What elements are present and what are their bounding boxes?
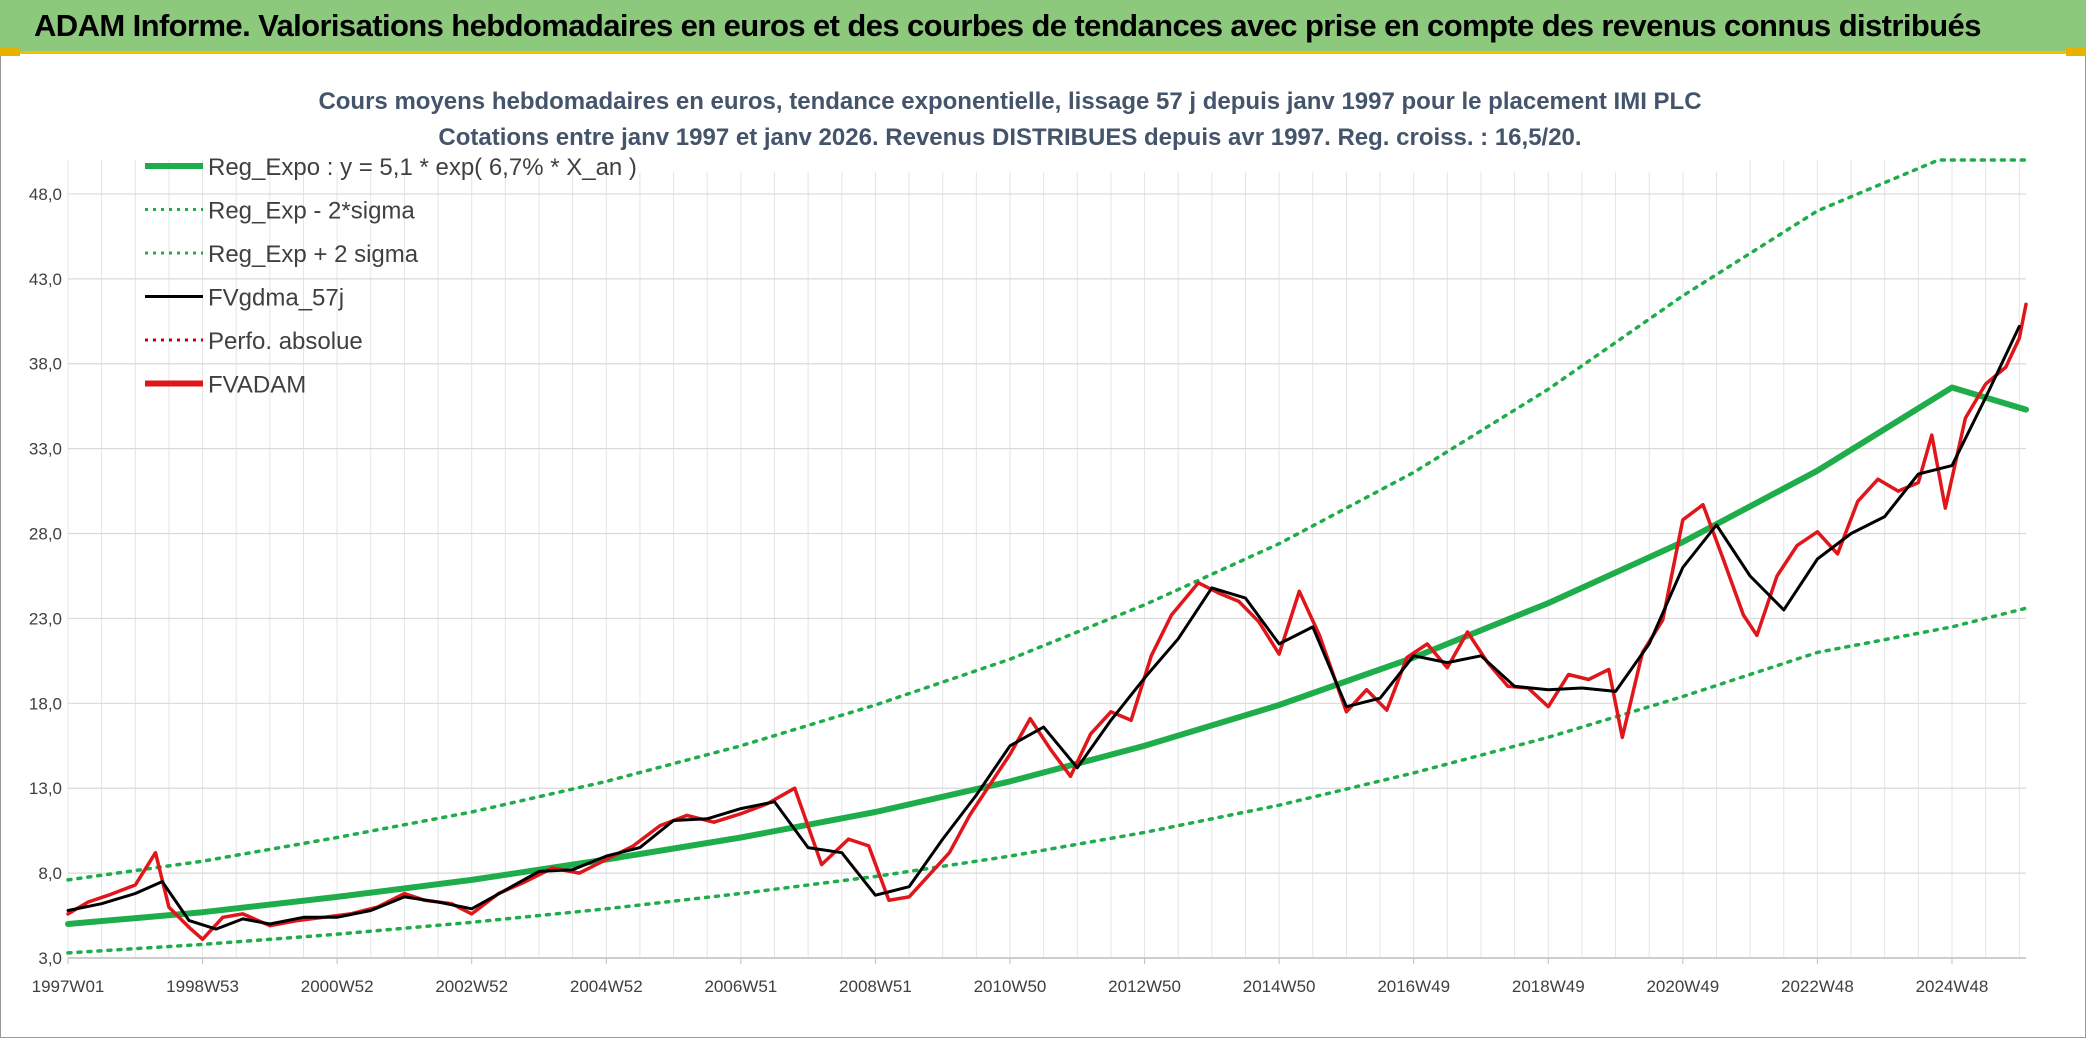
reg-minus-2sigma-line xyxy=(66,606,2028,955)
legend-fvadam: FVADAM xyxy=(145,372,306,399)
x-tick-label: 1998W53 xyxy=(166,977,239,996)
reg-expo-line xyxy=(65,384,2029,927)
report-title: ADAM Informe. Valorisations hebdomadaire… xyxy=(34,8,1981,43)
chart-series xyxy=(65,158,2029,955)
chart-grid xyxy=(67,160,2026,959)
chart-legend: Reg_Expo : y = 5,1 * exp( 6,7% * X_an ) R… xyxy=(145,154,637,399)
x-tick-label: 2024W48 xyxy=(1916,977,1989,996)
x-tick-label: 2008W51 xyxy=(839,977,912,996)
legend-label: FVADAM xyxy=(208,372,306,399)
y-tick-label: 28,0 xyxy=(29,525,62,544)
y-tick-label: 33,0 xyxy=(29,440,62,459)
x-tick-label: 2004W52 xyxy=(570,977,643,996)
x-tick-label: 2010W50 xyxy=(974,977,1047,996)
legend-label: Reg_Expo : y = 5,1 * exp( 6,7% * X_an ) xyxy=(208,154,637,181)
chart-subtitle: Cotations entre janv 1997 et janv 2026. … xyxy=(438,124,1581,151)
y-tick-label: 23,0 xyxy=(29,609,62,628)
legend-label: Perfo. absolue xyxy=(208,328,363,355)
legend-perfo-absolue: Perfo. absolue xyxy=(145,328,363,355)
x-tick-label: 2016W49 xyxy=(1377,977,1450,996)
chart-title: Cours moyens hebdomadaires en euros, ten… xyxy=(318,88,1701,115)
legend-label: Reg_Exp - 2*sigma xyxy=(208,198,415,225)
y-tick-label: 43,0 xyxy=(29,270,62,289)
legend-reg-minus-2sigma: Reg_Exp - 2*sigma xyxy=(145,198,415,225)
legend-reg-expo: Reg_Expo : y = 5,1 * exp( 6,7% * X_an ) xyxy=(145,154,637,181)
x-tick-label: 2020W49 xyxy=(1646,977,1719,996)
y-tick-label: 3,0 xyxy=(38,949,62,968)
legend-reg-plus-2sigma: Reg_Exp + 2 sigma xyxy=(145,241,419,268)
title-background xyxy=(296,96,1726,172)
y-tick-label: 38,0 xyxy=(29,355,62,374)
x-tick-label: 2000W52 xyxy=(301,977,374,996)
header-accent-right xyxy=(2066,48,2086,56)
chart-axes: 3,0 8,0 13,0 18,0 23,0 28,0 33,0 38,0 43,0 48,0 19… xyxy=(29,185,2026,996)
x-tick-label: 2022W48 xyxy=(1781,977,1854,996)
legend-label: Reg_Exp + 2 sigma xyxy=(208,241,419,268)
chart: 3,0 8,0 13,0 18,0 23,0 28,0 33,0 38,0 43,0 48,0 19… xyxy=(29,88,2029,996)
x-tick-label: 2012W50 xyxy=(1108,977,1181,996)
x-tick-label: 2014W50 xyxy=(1243,977,1316,996)
x-tick-label: 2002W52 xyxy=(435,977,508,996)
y-tick-label: 13,0 xyxy=(29,779,62,798)
reg-plus-2sigma-line xyxy=(66,158,2028,882)
fvadam-line xyxy=(66,302,2028,942)
x-tick-label: 1997W01 xyxy=(32,977,105,996)
legend-fvgdma-57j: FVgdma_57j xyxy=(145,285,344,312)
report-header: ADAM Informe. Valorisations hebdomadaire… xyxy=(0,0,2086,54)
y-tick-label: 8,0 xyxy=(38,864,62,883)
legend-label: FVgdma_57j xyxy=(208,285,344,312)
header-accent-left xyxy=(0,48,20,56)
x-tick-label: 2018W49 xyxy=(1512,977,1585,996)
y-tick-label: 18,0 xyxy=(29,694,62,713)
fvgdma-57j-line xyxy=(66,324,2021,931)
x-tick-label: 2006W51 xyxy=(704,977,777,996)
y-tick-label: 48,0 xyxy=(29,185,62,204)
